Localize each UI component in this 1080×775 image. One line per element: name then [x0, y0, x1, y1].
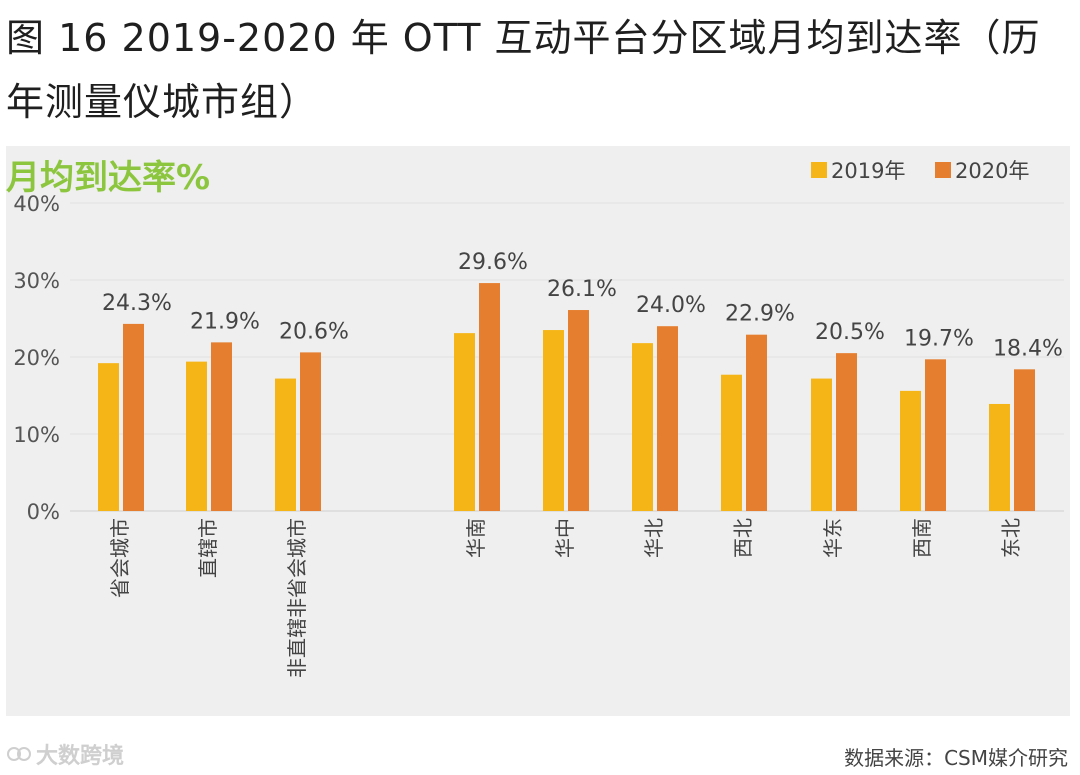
data-label: 26.1% [547, 277, 617, 302]
category-label: 西北 [731, 518, 755, 558]
data-label: 20.6% [279, 319, 349, 344]
data-label: 19.7% [904, 326, 974, 351]
source-note: 数据来源：CSM媒介研究 [844, 746, 1068, 770]
bar-2020 [123, 323, 144, 511]
legend-item-2020: 2020年 [935, 156, 1029, 184]
bar-2019 [900, 390, 921, 511]
category-label: 华东 [821, 518, 845, 558]
bar-2019 [186, 361, 207, 511]
category-label: 华南 [464, 518, 488, 558]
logo-icon [7, 747, 31, 761]
data-label: 24.3% [102, 291, 172, 316]
data-label: 21.9% [190, 309, 260, 334]
bar-2020 [836, 353, 857, 511]
watermark: 大数跨境 [6, 738, 124, 770]
data-label: 20.5% [815, 320, 885, 345]
y-tick-label: 40% [13, 192, 60, 216]
data-label: 24.0% [636, 293, 706, 318]
bar-2019 [811, 378, 832, 511]
chart-panel [6, 146, 1070, 716]
category-label: 华中 [553, 518, 577, 558]
category-label: 东北 [999, 518, 1023, 558]
y-axis-label: 月均到达率% [6, 158, 211, 198]
bar-2020 [657, 326, 678, 511]
watermark-text: 大数跨境 [36, 744, 125, 769]
bar-2020 [479, 283, 500, 511]
legend-swatch-2019 [811, 162, 827, 178]
y-tick-label: 20% [13, 346, 60, 370]
data-label: 29.6% [458, 250, 528, 275]
bar-2020 [1014, 369, 1035, 511]
legend-label-2020: 2020年 [955, 159, 1030, 183]
y-tick-label: 30% [13, 269, 60, 293]
bar-2019 [989, 403, 1010, 511]
legend-item-2019: 2019年 [811, 156, 905, 184]
y-tick-label: 0% [27, 500, 60, 524]
bar-2020 [300, 352, 321, 511]
figure-title: 图 16 2019-2020 年 OTT 互动平台分区域月均到达率（历年测量仪城… [6, 16, 1041, 124]
bar-2019 [632, 343, 653, 511]
bar-2019 [454, 333, 475, 511]
category-label: 西南 [910, 518, 934, 558]
bar-2019 [98, 363, 119, 511]
y-tick-label: 10% [13, 423, 60, 447]
category-label: 直辖市 [196, 518, 220, 578]
data-label: 22.9% [725, 302, 795, 327]
category-label: 非直辖非省会城市 [285, 518, 309, 678]
category-label: 省会城市 [108, 518, 132, 598]
legend-label-2019: 2019年 [831, 159, 906, 183]
bar-2020 [746, 334, 767, 511]
bar-2020 [211, 342, 232, 511]
bar-2019 [275, 378, 296, 511]
bar-2020 [568, 310, 589, 511]
bar-2019 [721, 374, 742, 511]
bar-2019 [543, 330, 564, 511]
data-label: 18.4% [993, 336, 1063, 361]
legend-swatch-2020 [935, 162, 951, 178]
category-label: 华北 [642, 518, 666, 558]
bar-2020 [925, 359, 946, 511]
